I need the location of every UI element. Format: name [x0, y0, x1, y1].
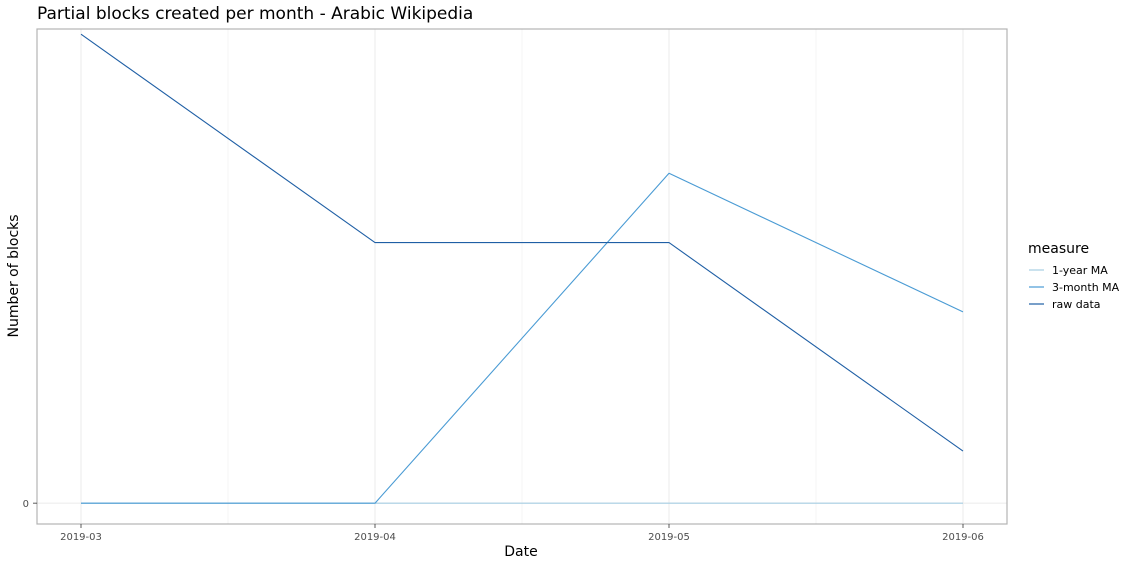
legend-title: measure [1028, 241, 1089, 257]
y-axis-ticks: 0 [23, 499, 37, 510]
y-tick-label: 0 [23, 499, 29, 510]
series-line-3-month-ma [81, 172, 964, 504]
x-tick-label: 2019-05 [648, 532, 690, 543]
x-tick-label: 2019-04 [354, 532, 396, 543]
chart-title: Partial blocks created per month - Arabi… [37, 4, 473, 24]
series-line-raw-data [80, 33, 964, 452]
x-axis-ticks: 2019-03 2019-04 2019-05 2019-06 [60, 524, 984, 543]
plot-panel-border [36, 28, 1008, 525]
x-axis-title: Date [504, 544, 537, 560]
series-lines [80, 33, 964, 504]
x-tick-label: 2019-03 [60, 532, 102, 543]
y-axis-title: Number of blocks [6, 214, 22, 337]
x-tick-label: 2019-06 [942, 532, 984, 543]
legend-label-raw-data: raw data [1052, 298, 1101, 311]
legend-label-1-year-ma: 1-year MA [1052, 264, 1108, 277]
minor-grid [227, 29, 817, 524]
legend-label-3-month-ma: 3-month MA [1052, 281, 1120, 294]
legend: measure 1-year MA 3-month MA raw data [1028, 241, 1120, 311]
